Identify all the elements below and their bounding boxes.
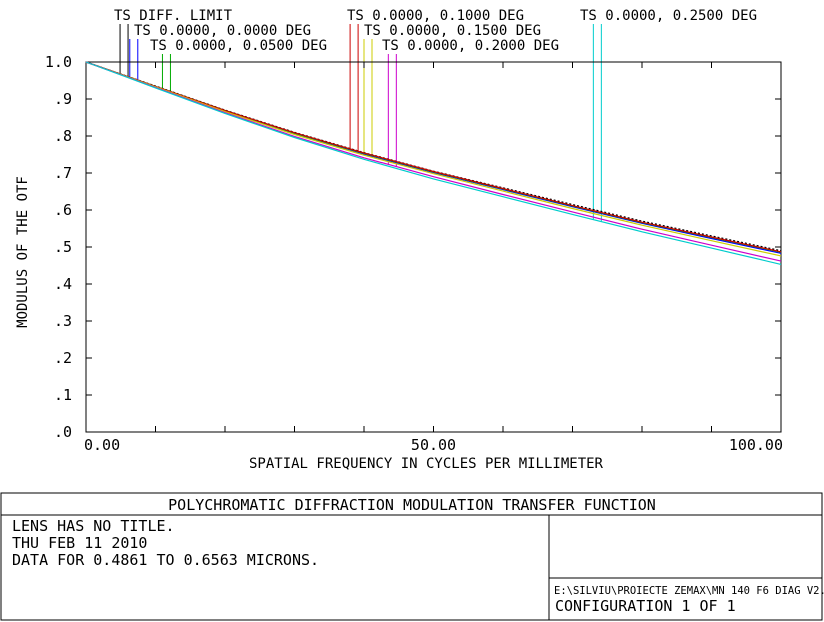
legend-label-field-2500: TS 0.0000, 0.2500 DEG [580,8,757,24]
mtf-curves [85,61,782,265]
date-line: THU FEB 11 2010 [12,534,147,552]
plot-frame [85,61,782,433]
legend: TS DIFF. LIMIT TS 0.0000, 0.0000 DEG TS … [114,8,757,54]
wavelength-range-line: DATA FOR 0.4861 TO 0.6563 MICRONS. [12,551,319,569]
y-axis-ticks [86,61,781,433]
y-axis-tick-labels: .0 .1 .2 .3 .4 .5 .6 .7 .8 .9 1.0 [45,53,72,441]
legend-label-field-0000: TS 0.0000, 0.0000 DEG [134,23,311,39]
y-tick-label: .2 [54,349,72,367]
footer-box [0,492,823,621]
y-tick-label: .0 [54,423,72,441]
legend-label-field-2000: TS 0.0000, 0.2000 DEG [382,38,559,54]
legend-label-field-1000: TS 0.0000, 0.1000 DEG [347,8,524,24]
series-line-2 [85,61,782,253]
series-line-4 [85,61,782,257]
y-tick-label: .4 [54,275,72,293]
x-tick-label: 100.00 [729,436,783,454]
y-axis-label: MODULUS OF THE OTF [15,176,31,328]
y-tick-label: .3 [54,312,72,330]
y-tick-label: 1.0 [45,53,72,71]
series-line-6 [85,61,782,265]
x-tick-label: 0.00 [84,436,120,454]
y-tick-label: .1 [54,386,72,404]
lens-title-line: LENS HAS NO TITLE. [12,517,175,535]
y-tick-label: .9 [54,90,72,108]
y-tick-label: .7 [54,164,72,182]
chart-title: POLYCHROMATIC DIFFRACTION MODULATION TRA… [168,496,656,514]
series-line-3 [85,61,782,253]
x-axis-label: SPATIAL FREQUENCY IN CYCLES PER MILLIMET… [249,456,604,472]
file-path: E:\SILVIU\PROIECTE ZEMAX\MN 140 F6 DIAG … [554,585,824,597]
series-line-1 [85,61,782,254]
legend-label-diff-limit: TS DIFF. LIMIT [114,8,233,24]
series-line-0 [85,61,782,252]
x-axis-ticks [85,62,782,432]
y-tick-label: .6 [54,201,72,219]
x-tick-label: 50.00 [411,436,456,454]
legend-label-field-1500: TS 0.0000, 0.1500 DEG [364,23,541,39]
legend-label-field-0500: TS 0.0000, 0.0500 DEG [150,38,327,54]
x-axis-tick-labels: 0.00 50.00 100.00 [84,436,783,454]
y-tick-label: .5 [54,238,72,256]
configuration-label: CONFIGURATION 1 OF 1 [555,597,736,615]
y-tick-label: .8 [54,127,72,145]
legend-marker-lines [119,24,602,222]
